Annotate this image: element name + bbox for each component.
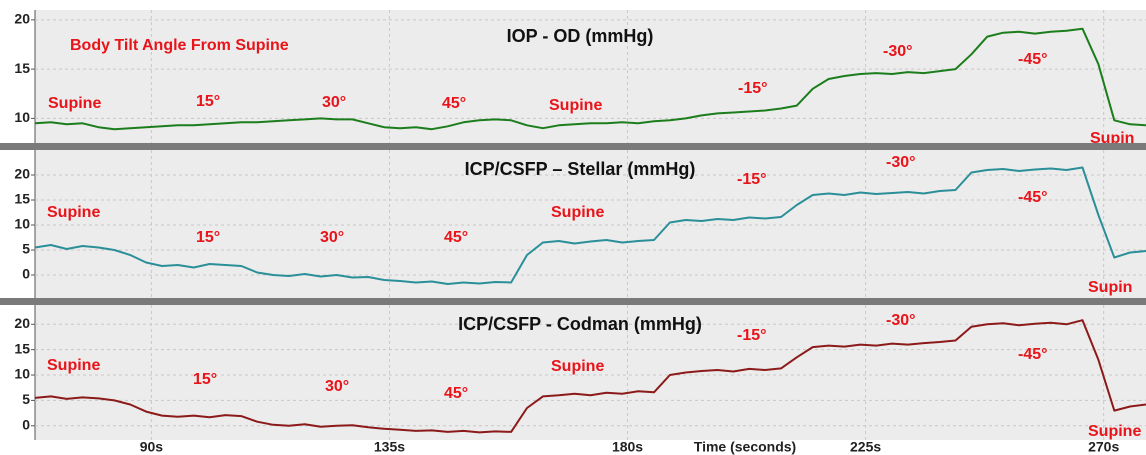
annotation: Supin	[1090, 130, 1134, 147]
plot-background	[35, 305, 1146, 440]
y-tick-label: 10	[14, 216, 30, 232]
y-tick-label: 20	[14, 166, 30, 182]
annotation: -15°	[738, 80, 768, 97]
y-tick-label: 10	[14, 109, 30, 125]
x-axis-label: Time (seconds)	[694, 439, 796, 455]
panel: ICP/CSFP – Stellar (mmHg) Supine 15° 30° 45°…	[35, 150, 1146, 298]
annotation: 15°	[196, 229, 220, 246]
panel: IOP - OD (mmHg) Body Tilt Angle From Supi…	[35, 10, 1146, 147]
annotation: 30°	[322, 94, 346, 111]
y-tick-label: 20	[14, 315, 30, 331]
y-tick-label: 5	[22, 241, 30, 257]
data-line	[35, 166, 1146, 285]
annotation: 15°	[193, 371, 217, 388]
y-tick-label: 10	[14, 366, 30, 382]
y-tick-label: 20	[14, 11, 30, 27]
data-line	[35, 319, 1146, 434]
y-tick-label: 0	[22, 416, 30, 432]
panel-title: ICP/CSFP - Codman (mmHg)	[458, 314, 702, 334]
x-tick-label: 270s	[1088, 439, 1119, 455]
annotation: Supine	[549, 97, 602, 114]
panel-separator	[0, 143, 1146, 150]
annotation: -30°	[886, 312, 916, 329]
annotation: -15°	[737, 171, 767, 188]
y-tick-label: 15	[14, 340, 30, 356]
annotation: 30°	[320, 229, 344, 246]
plot-background	[35, 10, 1146, 143]
annotation: 15°	[196, 93, 220, 110]
x-tick-label: 90s	[140, 439, 164, 455]
annotation: Supine	[48, 95, 101, 112]
annotation: -45°	[1018, 189, 1048, 206]
annotation: Supine	[551, 358, 604, 375]
y-tick-label: 5	[22, 391, 30, 407]
y-tick-label: 0	[22, 266, 30, 282]
annotation: -45°	[1018, 51, 1048, 68]
annotation: Body Tilt Angle From Supine	[70, 37, 289, 54]
x-tick-label: 135s	[374, 439, 405, 455]
annotation: 45°	[444, 385, 468, 402]
annotation: -30°	[886, 154, 916, 171]
panel-separator	[0, 298, 1146, 305]
x-tick-label: 225s	[850, 439, 881, 455]
annotation: -45°	[1018, 346, 1048, 363]
annotation: Supine	[47, 204, 100, 221]
panel-title: IOP - OD (mmHg)	[507, 26, 654, 46]
annotation: 45°	[442, 95, 466, 112]
y-tick-label: 15	[14, 60, 30, 76]
panel: ICP/CSFP - Codman (mmHg) Supine 15° 30° 45° S…	[35, 305, 1146, 440]
data-line	[35, 27, 1146, 131]
annotation: Supine	[47, 357, 100, 374]
annotation: -15°	[737, 327, 767, 344]
annotation: 30°	[325, 378, 349, 395]
panel-title: ICP/CSFP – Stellar (mmHg)	[465, 159, 696, 179]
annotation: Supine	[1088, 423, 1141, 440]
annotation: Supine	[551, 204, 604, 221]
annotation: Supin	[1088, 279, 1132, 296]
y-tick-label: 15	[14, 191, 30, 207]
annotation: -30°	[883, 43, 913, 60]
x-tick-label: 180s	[612, 439, 643, 455]
annotation: 45°	[444, 229, 468, 246]
